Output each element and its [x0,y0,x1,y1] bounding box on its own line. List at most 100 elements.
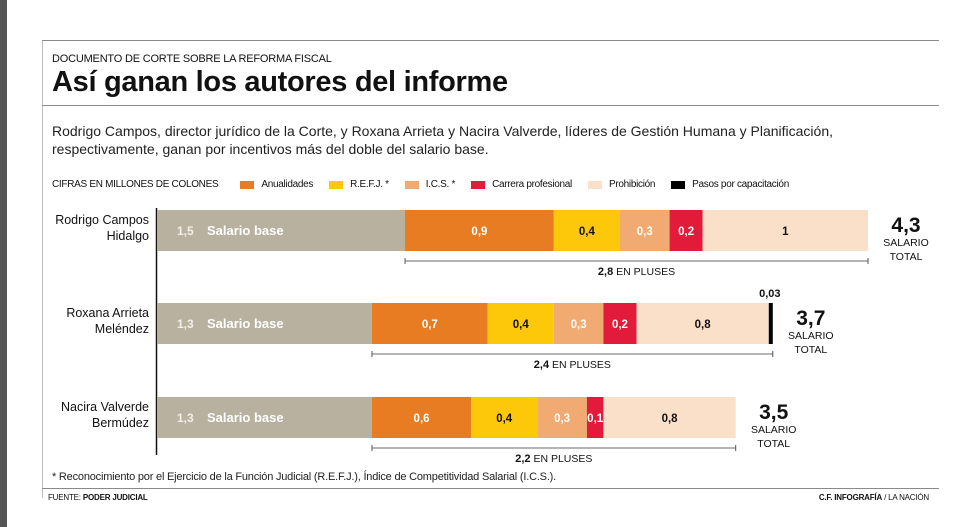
data-label: 0,8 [662,413,679,425]
legend-label: Pasos por capacitación [692,179,789,190]
data-label: 0,2 [612,319,628,331]
bar-segment [157,210,406,251]
pluses-value: 2,4 [534,359,550,371]
pluses-label: 2,8 EN PLUSES [598,266,675,278]
legend-label: R.E.F.J. * [350,179,389,190]
bar-segment [157,397,372,438]
footer-rule [42,488,939,489]
legend-swatch [587,180,602,189]
source-name: PODER JUDICIAL [82,493,148,502]
legend-swatch [329,180,344,189]
base-label: Salario base [207,316,284,331]
footnote: * Reconocimiento por el Ejercicio de la … [52,471,556,483]
top-rule [42,40,939,41]
bar-segment [371,397,472,438]
bar-segment [471,397,538,438]
bar-segment [553,210,620,251]
total-caption: SALARIO [883,237,929,249]
pluses-suffix: EN PLUSES [549,359,611,371]
legend-label: Carrera profesional [492,179,572,190]
data-label: 1,3 [177,317,194,331]
bar-segment [157,303,372,344]
kicker: DOCUMENTO DE CORTE SOBRE LA REFORMA FISC… [52,53,332,65]
legend-swatch [671,180,686,189]
category-label: Nacira Valverde [61,400,149,414]
legend-swatch [240,180,255,189]
data-label: 0,4 [579,226,596,238]
source-prefix: FUENTE: [48,493,83,502]
legend-item-pasos: Pasos por capacitación [671,179,789,190]
data-label: 0,4 [513,319,530,331]
units-label: CIFRAS EN MILLONES DE COLONES [52,179,219,190]
category-label: Bermúdez [92,416,149,430]
category-label: Roxana Arrieta [66,306,149,320]
data-label: 0,8 [695,319,712,331]
total-caption: SALARIO [751,424,797,436]
frame-border [42,40,43,498]
bar-segment [669,210,703,251]
credit: C.F. INFOGRAFÍA / LA NACIÓN [819,493,929,502]
bar-segment [619,210,670,251]
data-label: 0,7 [422,319,438,331]
credit-outlet: / LA NACIÓN [882,493,929,502]
total-value: 4,3 [891,214,920,237]
bar-segment [537,397,587,438]
legend-item-carrera: Carrera profesional [471,179,572,190]
legend-item-ics: I.C.S. * [404,179,456,190]
total-caption: SALARIO [788,330,834,342]
data-label: 1,3 [177,411,194,425]
data-label: 0,3 [554,413,570,425]
legend-swatch [404,180,419,189]
legend-item-prohibicion: Prohibición [587,179,656,190]
legend-item-anualidades: Anualidades [240,179,313,190]
credit-name: C.F. INFOGRAFÍA [818,493,883,502]
data-label: 0,6 [414,413,430,425]
total-caption: TOTAL [757,438,790,450]
legend-swatch [471,180,486,189]
bar-segment [603,397,736,438]
legend: CIFRAS EN MILLONES DE COLONES Anualidade… [52,179,805,190]
total-value: 3,5 [759,401,789,424]
pluses-label: 2,4 EN PLUSES [534,359,611,371]
source: FUENTE: PODER JUDICIAL [48,493,148,502]
data-label: 0,9 [471,226,487,238]
bar-segment [371,303,488,344]
bar-segment [553,303,604,344]
data-label: 0,3 [637,226,653,238]
data-label: 0,3 [571,319,587,331]
pluses-value: 2,2 [515,453,530,465]
total-value: 3,7 [796,307,825,330]
pluses-suffix: EN PLUSES [531,453,593,465]
bar-segment [586,397,604,438]
window-edge [0,0,7,527]
data-label: 1,5 [177,224,194,238]
bar-segment [487,303,554,344]
bar-segment [702,210,868,251]
data-label: 1 [782,226,789,238]
bar-segment-pasos [768,303,773,344]
category-label: Meléndez [95,322,149,336]
pluses-label: 2,2 EN PLUSES [515,453,592,465]
pluses-suffix: EN PLUSES [613,266,675,278]
data-label: 0,2 [678,226,694,238]
legend-label: I.C.S. * [425,179,456,190]
legend-label: Prohibición [608,179,656,190]
total-caption: TOTAL [890,251,923,263]
data-label: 0,4 [496,413,513,425]
base-label: Salario base [207,410,284,425]
base-label: Salario base [207,223,284,238]
category-label: Rodrigo Campos [55,213,149,227]
pluses-value: 2,8 [598,266,613,278]
bar-segment [636,303,769,344]
data-label: 0,03 [759,288,780,300]
legend-item-refj: R.E.F.J. * [329,179,389,190]
category-label: Hidalgo [107,229,149,243]
bar-segment [405,210,554,251]
total-caption: TOTAL [794,344,827,356]
intro-text: Rodrigo Campos, director jurídico de la … [52,123,833,157]
page-title: Así ganan los autores del informe [52,66,508,98]
data-label: 0,1 [587,413,604,425]
title-rule [42,105,939,106]
legend-label: Anualidades [261,179,314,190]
